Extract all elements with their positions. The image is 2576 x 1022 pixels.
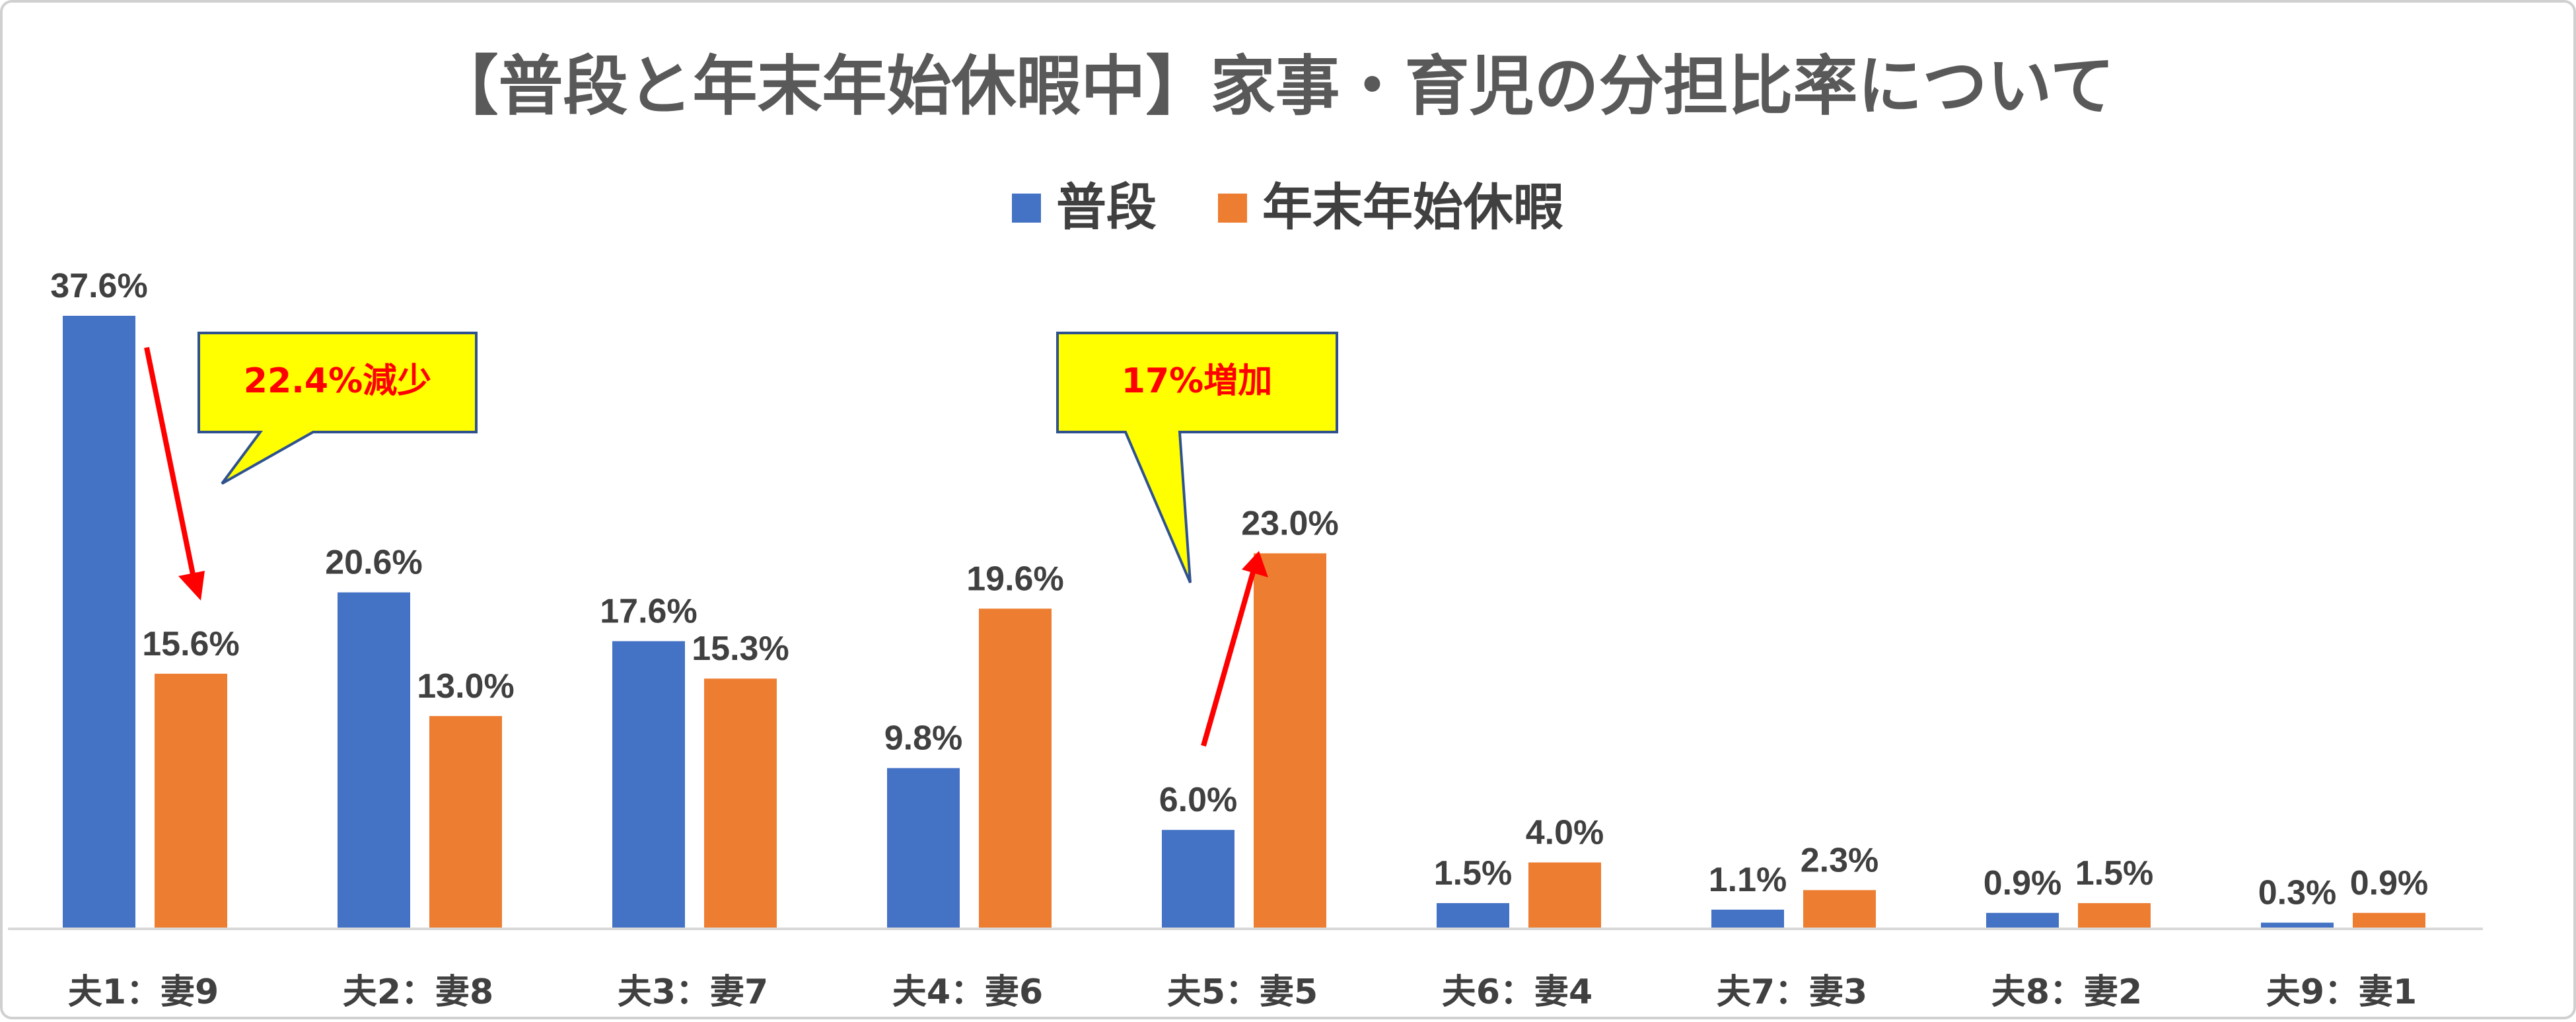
callout-decrease: 22.4%減少 [197,332,478,485]
arrow-increase-shaft [1201,566,1257,747]
bar-series-1-cat-6 [1437,903,1509,928]
bar-series-1-cat-4 [887,768,960,928]
callout-increase: 17%増加 [1056,332,1338,583]
legend-swatch-series-1 [1012,194,1041,223]
chart-title: 【普段と年末年始休暇中】家事・育児の分担比率について [433,49,2114,124]
bar-series-1-cat-8 [1986,912,2059,928]
callout-decrease-text: 22.4%減少 [244,361,431,401]
data-labels-group: 37.6% 15.6% 20.6% 13.0% 17.6%15.3% 9.8% 19.6% 6… [50,267,2428,912]
bar-series-2-cat-6 [1528,862,1601,928]
data-label-series-2-cat-2: 13.0% [417,667,514,706]
x-tick-label-2: 夫2：妻8 [343,972,493,1012]
bar-series-1-cat-2 [338,592,410,928]
data-label-series-2-cat-9: 0.9% [2350,864,2429,902]
data-label-series-1-cat-9: 0.3% [2258,874,2337,912]
callout-increase-bubble [1056,332,1338,583]
data-label-series-2-cat-5: 23.0% [1241,505,1338,543]
bar-series-2-cat-4 [979,608,1052,928]
data-label-series-1-cat-4: 9.8% [884,719,963,758]
legend: 普段 年末年始休暇 [1012,178,1563,237]
data-label-series-1-cat-8: 0.9% [1984,864,2062,902]
bar-series-2-cat-5 [1254,553,1326,928]
x-tick-label-5: 夫5：妻5 [1167,972,1318,1012]
x-tick-label-7: 夫7：妻3 [1717,972,1867,1012]
x-tick-label-6: 夫6：妻4 [1442,972,1592,1012]
data-label-series-2-cat-8: 1.5% [2075,854,2154,893]
x-tick-label-3: 夫3：妻7 [618,972,768,1012]
arrow-decrease-shaft [144,347,197,585]
callout-increase-text: 17%増加 [1122,361,1272,401]
data-label-series-2-cat-3: 15.3% [692,630,789,668]
bar-series-1-cat-3 [612,641,685,928]
callout-decrease-bubble [197,332,478,485]
arrow-decrease-head [178,571,205,601]
legend-swatch-series-2 [1218,194,1247,223]
legend-label-series-1: 普段 [1056,178,1157,237]
bar-series-2-cat-9 [2353,912,2425,928]
bar-series-1-cat-9 [2261,922,2334,928]
arrow-decrease [144,347,205,601]
data-label-series-1-cat-7: 1.1% [1709,861,1787,899]
bar-series-2-cat-3 [704,678,777,928]
bar-series-1-cat-7 [1711,909,1784,928]
data-label-series-2-cat-6: 4.0% [1526,813,1604,852]
bar-series-2-cat-7 [1803,890,1876,928]
arrow-increase [1201,551,1268,747]
x-tick-labels-group: 夫1：妻9 夫2：妻8 夫3：妻7 夫4：妻6 夫5：妻5 夫6：妻4 夫7：妻3 夫8：妻2… [68,972,2417,1012]
x-tick-label-4: 夫4：妻6 [892,972,1043,1012]
data-label-series-1-cat-6: 1.5% [1434,854,1513,893]
bars-group [63,316,2425,928]
x-tick-label-1: 夫1：妻9 [68,972,219,1012]
bar-series-1-cat-5 [1162,830,1234,928]
data-label-series-1-cat-3: 17.6% [600,593,697,631]
bar-series-2-cat-8 [2078,903,2151,928]
arrow-increase-head [1242,551,1268,577]
data-label-series-2-cat-1: 15.6% [142,625,239,663]
data-label-series-1-cat-1: 37.6% [50,267,147,305]
bar-series-1-cat-1 [63,316,135,928]
legend-label-series-2: 年末年始休暇 [1262,178,1563,237]
bar-series-2-cat-2 [429,715,502,928]
bar-series-2-cat-1 [155,673,227,928]
data-label-series-2-cat-4: 19.6% [966,560,1063,598]
x-tick-label-8: 夫8：妻2 [1991,972,2142,1012]
x-tick-label-9: 夫9：妻1 [2266,972,2417,1012]
data-label-series-1-cat-5: 6.0% [1159,781,1238,819]
chart-svg: 【普段と年末年始休暇中】家事・育児の分担比率について 普段 年末年始休暇 37.… [8,49,2483,1012]
data-label-series-2-cat-7: 2.3% [1801,841,1879,879]
data-label-series-1-cat-2: 20.6% [325,544,422,582]
